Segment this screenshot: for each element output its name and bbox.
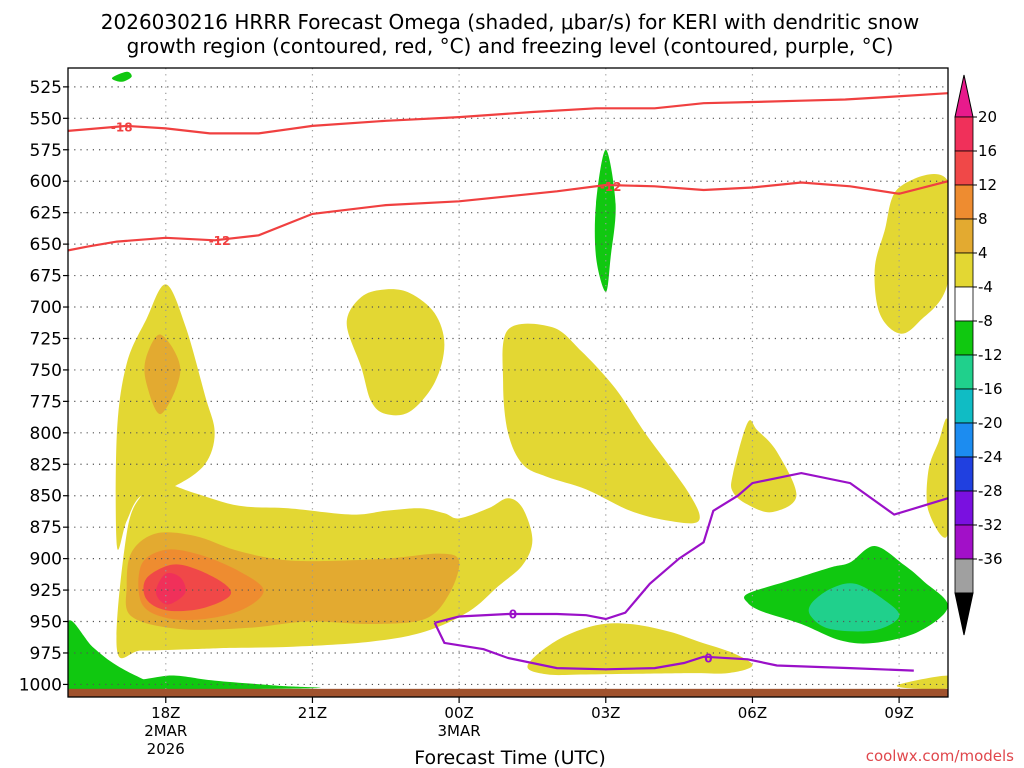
y-axis: 525 550 575 600 625 650 675 700 725 750 775 800 825 8… (19, 78, 68, 695)
omega-region-7 (926, 418, 948, 538)
omega-region-6 (874, 173, 948, 334)
colorbar-label-12: 12 (978, 176, 997, 194)
omega-region-10 (144, 334, 181, 415)
y-tick-label-900: 900 (30, 550, 62, 570)
x-tick-date-18Z: 2MAR (144, 722, 187, 740)
x-tick-label-00Z: 00Z (444, 704, 473, 722)
colorbar-segment--24-to--28 (954, 490, 974, 526)
omega-shading-layer (68, 71, 948, 695)
colorbar-label--32: -32 (978, 516, 1003, 534)
colorbar-segment-0-to--4 (954, 286, 974, 322)
omega-region-4 (731, 420, 797, 513)
colorbar-segment-4-to-0 (954, 252, 974, 288)
x-tick-label-18Z: 18Z (151, 704, 180, 722)
dgz-contour-minus18 (68, 92, 948, 135)
colorbar: 20 16 12 8 4 -4 -8 -12 -16 -20 -24 -28 -32 -36 (954, 74, 1003, 636)
y-tick-label-975: 975 (30, 644, 62, 664)
omega-region-5 (527, 623, 753, 676)
colorbar-bottom-arrow (954, 592, 974, 636)
colorbar-label--20: -20 (978, 414, 1003, 432)
freezing-label-0: 0 (509, 607, 517, 621)
colorbar-label--4: -4 (978, 278, 993, 296)
omega-region-19 (808, 583, 900, 632)
y-tick-label-825: 825 (30, 455, 62, 475)
y-tick-label-550: 550 (30, 109, 62, 129)
x-axis-label: Forecast Time (UTC) (414, 747, 605, 768)
omega-region-17 (101, 675, 321, 690)
x-tick-label-03Z: 03Z (591, 704, 620, 722)
colorbar-label-16: 16 (978, 142, 997, 160)
contour-layer: -18 -12 -12 0 0 (68, 92, 948, 672)
x-tick-label-06Z: 06Z (738, 704, 767, 722)
y-tick-label-800: 800 (30, 424, 62, 444)
y-tick-label-850: 850 (30, 487, 62, 507)
colorbar-label--24: -24 (978, 448, 1003, 466)
y-tick-label-750: 750 (30, 361, 62, 381)
y-tick-label-650: 650 (30, 235, 62, 255)
colorbar-label--28: -28 (978, 482, 1003, 500)
y-tick-label-575: 575 (30, 141, 62, 161)
colorbar-segment-12-to-8 (954, 184, 974, 220)
colorbar-segment--4-to--8 (954, 320, 974, 356)
y-tick-label-625: 625 (30, 204, 62, 224)
omega-region-8 (896, 675, 948, 690)
chart-title-line2: growth region (contoured, red, °C) and f… (127, 34, 894, 58)
plot-frame (67, 67, 949, 698)
x-tick-label-21Z: 21Z (298, 704, 327, 722)
colorbar-segment--32-to--36 (954, 558, 974, 594)
colorbar-segment-8-to-4 (954, 218, 974, 254)
y-tick-label-775: 775 (30, 392, 62, 412)
y-tick-label-525: 525 (30, 78, 62, 98)
credit-text: coolwx.com/models (866, 747, 1014, 765)
x-tick-label-09Z: 09Z (884, 704, 913, 722)
colorbar-label-4: 4 (978, 244, 988, 262)
colorbar-label--12: -12 (978, 346, 1003, 364)
ground-surface (68, 688, 948, 697)
dgz-label-minus18: -18 (111, 121, 133, 135)
dgz-label-minus12-a: -12 (209, 234, 231, 248)
colorbar-segment--8-to--12 (954, 354, 974, 390)
colorbar-segment--12-to--16 (954, 388, 974, 424)
colorbar-label-20: 20 (978, 108, 997, 126)
omega-region-18 (111, 71, 132, 82)
omega-region-3 (502, 323, 700, 524)
y-tick-label-1000: 1000 (19, 675, 62, 695)
freezing-contour-1 (433, 622, 914, 672)
colorbar-label-8: 8 (978, 210, 988, 228)
x-tick-year-18Z: 2026 (147, 740, 185, 758)
y-tick-label-725: 725 (30, 329, 62, 349)
colorbar-segment--20-to--24 (954, 456, 974, 492)
omega-region-16 (68, 620, 170, 695)
chart-title-line1: 2026030216 HRRR Forecast Omega (shaded, … (101, 10, 919, 34)
ground-layer (68, 688, 948, 697)
freezing-label-1: 0 (704, 652, 712, 666)
omega-region-1 (115, 284, 215, 550)
colorbar-segment-20-to-16 (954, 116, 974, 152)
y-tick-label-675: 675 (30, 267, 62, 287)
y-tick-label-700: 700 (30, 298, 62, 318)
colorbar-segment-16-to-12 (954, 150, 974, 186)
colorbar-label--36: -36 (978, 550, 1003, 568)
colorbar-segment--16-to--20 (954, 422, 974, 458)
y-tick-label-950: 950 (30, 613, 62, 633)
x-tick-date-00Z: 3MAR (438, 722, 481, 740)
y-tick-label-875: 875 (30, 518, 62, 538)
omega-region-13 (155, 572, 186, 605)
dgz-label-minus12-b: -12 (600, 180, 622, 194)
colorbar-label--8: -8 (978, 312, 993, 330)
colorbar-segment--28-to--32 (954, 524, 974, 560)
omega-region-2 (346, 289, 445, 416)
freezing-contour-0 (434, 471, 948, 624)
y-tick-label-925: 925 (30, 581, 62, 601)
y-tick-label-600: 600 (30, 172, 62, 192)
colorbar-label--16: -16 (978, 380, 1003, 398)
dgz-contour-minus12 (68, 180, 948, 252)
colorbar-top-arrow (954, 74, 974, 118)
